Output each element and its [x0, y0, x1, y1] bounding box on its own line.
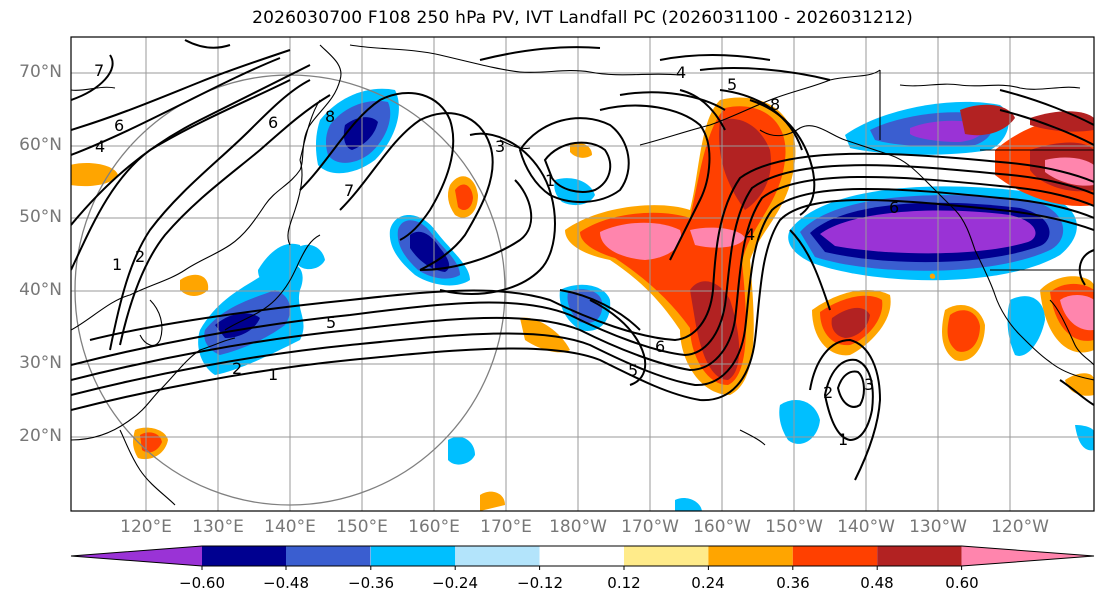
colorbar-swatch: [877, 546, 962, 566]
contour-label: 6: [268, 113, 278, 132]
contour-label: 2: [823, 383, 833, 402]
lon-label: 170°W: [621, 517, 679, 537]
lat-label-70n: 70°N: [19, 62, 62, 82]
colorbar-tick-label: 0.12: [607, 574, 641, 592]
contour-label: 4: [745, 225, 755, 244]
contour-label: 7: [344, 181, 354, 200]
contour-label: 1: [112, 255, 122, 274]
colorbar-swatch: [286, 546, 371, 566]
lon-label: 130°E: [192, 517, 244, 537]
colorbar-swatch: [539, 546, 624, 566]
colorbar-swatch: [370, 546, 456, 566]
lon-label: 170°E: [480, 517, 532, 537]
contour-label: 6: [889, 198, 899, 217]
contour-label: 7: [94, 61, 104, 80]
lat-label-60n: 60°N: [19, 135, 62, 155]
lon-label: 160°W: [693, 517, 751, 537]
lon-label: 180°W: [549, 517, 607, 537]
colorbar-tick-label: −0.12: [517, 574, 563, 592]
contour-label: 2: [135, 247, 145, 266]
colorbar-swatch: [624, 546, 709, 566]
colorbar-extend-low: [71, 546, 202, 566]
colorbar-tick-label: −0.60: [179, 574, 225, 592]
colorbar-tick-label: −0.48: [263, 574, 309, 592]
lon-label: 150°W: [765, 517, 823, 537]
colorbar-tick-label: 0.60: [945, 574, 979, 592]
contour-label: 8: [325, 107, 335, 126]
pv-shading: [71, 88, 1094, 511]
colorbar-tick-label: 0.48: [860, 574, 894, 592]
contour-label: 5: [326, 313, 336, 332]
pv-contours: [71, 39, 1094, 481]
lat-label-40n: 40°N: [19, 280, 62, 300]
lon-label: 120°W: [991, 517, 1049, 537]
contour-label: 6: [114, 116, 124, 135]
contour-label: 5: [727, 75, 737, 94]
contour-label: 8: [770, 95, 780, 114]
contour-label: 3: [864, 375, 874, 394]
lat-label-20n: 20°N: [19, 426, 62, 446]
lon-label: 140°E: [264, 517, 316, 537]
lon-label: 160°E: [408, 517, 460, 537]
lat-label-50n: 50°N: [19, 207, 62, 227]
colorbar-swatch: [455, 546, 540, 566]
contour-label: 1: [838, 430, 848, 449]
contour-label: 4: [676, 63, 686, 82]
colorbar-swatch: [202, 546, 287, 566]
colorbar-extend-high: [961, 546, 1094, 566]
colorbar-swatch: [708, 546, 793, 566]
lon-label: 130°W: [909, 517, 967, 537]
contour-label: 6: [655, 337, 665, 356]
colorbar-tick-label: 0.24: [691, 574, 725, 592]
colorbar-swatch: [792, 546, 878, 566]
coastlines: [71, 44, 1094, 506]
map-title: 2026030700 F108 250 hPa PV, IVT Landfall…: [252, 8, 913, 28]
colorbar-tick-label: 0.36: [776, 574, 810, 592]
contour-label: 1: [268, 365, 278, 384]
lon-label: 140°W: [837, 517, 895, 537]
contour-label: 5: [628, 361, 638, 380]
graticule: [71, 37, 1094, 511]
contour-label: 1: [545, 171, 555, 190]
contour-label: 4: [95, 137, 105, 156]
colorbar-tick-label: −0.24: [432, 574, 478, 592]
contour-label: 2: [232, 359, 242, 378]
colorbar-segments: [70, 545, 1095, 570]
map-frame: [70, 36, 1095, 512]
lon-label: 120°E: [120, 517, 172, 537]
lon-label: 150°E: [336, 517, 388, 537]
lat-label-30n: 30°N: [19, 353, 62, 373]
colorbar-tick-label: −0.36: [348, 574, 394, 592]
contour-label: 3: [495, 137, 505, 156]
